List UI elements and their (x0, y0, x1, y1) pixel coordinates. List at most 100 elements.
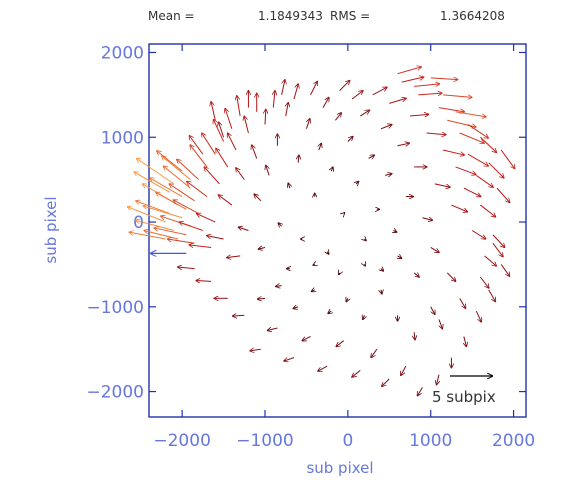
vector-arrow (178, 267, 195, 269)
vector-arrow (143, 206, 183, 219)
vector-arrow (237, 96, 241, 117)
vector-arrow (216, 148, 229, 168)
vector-arrow (364, 264, 365, 266)
vector-arrow (447, 119, 476, 127)
vector-arrow (467, 124, 488, 139)
vector-arrow (127, 207, 166, 223)
vector-arrow (288, 183, 290, 189)
vector-arrow (413, 273, 419, 277)
vector-arrow (372, 87, 387, 96)
vector-arrow (228, 133, 237, 151)
vector-arrow (157, 151, 183, 172)
vector-arrow (393, 231, 396, 233)
vector-arrow (430, 247, 440, 252)
vector-arrow (488, 289, 496, 302)
plot-frame (148, 43, 527, 418)
y-tick-label: 2000 (101, 43, 144, 63)
vector-arrow (218, 122, 225, 138)
vector-arrow (267, 328, 278, 331)
vector-arrow (459, 132, 485, 143)
vector-arrow (371, 348, 378, 358)
vector-arrow (409, 114, 429, 116)
vector-arrow (257, 298, 266, 299)
vector-arrow (430, 306, 435, 315)
vector-arrow (322, 97, 329, 108)
vector-arrow (368, 155, 375, 158)
vector-arrow (397, 143, 410, 146)
vector-arrow (344, 213, 345, 214)
y-tick-label: 1000 (101, 128, 144, 148)
vector-arrow (196, 281, 212, 282)
vector-arrow (281, 80, 285, 95)
vector-arrow (293, 307, 299, 309)
vector-arrow (467, 153, 488, 166)
vector-arrow (232, 315, 245, 316)
vector-arrow (401, 77, 424, 83)
vector-arrow (492, 242, 503, 257)
vector-arrow (177, 159, 200, 181)
vector-arrow (414, 84, 440, 87)
vector-arrow (265, 109, 266, 125)
vector-arrow (225, 108, 233, 129)
x-tick-label: 1000 (409, 431, 452, 451)
vector-arrow (207, 236, 224, 240)
vector-arrow (286, 102, 289, 117)
x-tick-label: −2000 (153, 431, 211, 451)
vector-arrow (335, 113, 341, 121)
mean-value: 1.1849343 (258, 9, 323, 23)
vector-arrow (496, 187, 510, 202)
vector-arrow (364, 239, 366, 241)
vector-arrow (328, 311, 331, 314)
vector-arrow (136, 220, 174, 231)
vector-arrow (389, 98, 406, 104)
vector-arrow (244, 116, 249, 134)
vector-arrow (480, 136, 496, 152)
vector-arrow (363, 315, 365, 319)
vector-arrow (276, 286, 282, 287)
vector-arrow (173, 200, 199, 214)
x-tick-label: 2000 (492, 431, 535, 451)
vector-arrow (434, 183, 450, 187)
vector-arrow (293, 84, 298, 100)
vector-arrow (488, 162, 504, 178)
vector-arrow (475, 310, 481, 322)
vector-arrow (397, 67, 422, 75)
vector-arrow (319, 143, 322, 151)
vector-arrow (211, 102, 216, 121)
vector-arrow (298, 155, 299, 163)
vector-arrow (417, 387, 423, 396)
vector-arrow (187, 181, 208, 197)
vector-arrow (446, 272, 456, 282)
vector-arrow (484, 255, 497, 266)
vector-arrow (167, 239, 195, 244)
vector-arrow (169, 184, 195, 202)
vector-arrow (346, 298, 348, 301)
vector-arrow (284, 357, 295, 361)
vector-arrow (418, 93, 442, 95)
x-tick-label: 0 (342, 431, 353, 451)
y-axis-label: sub pixel (42, 196, 60, 263)
vector-arrow (492, 234, 505, 248)
vector-arrow (331, 167, 333, 171)
vector-arrow (252, 145, 258, 159)
vector-arrow (311, 290, 314, 292)
vector-arrow (136, 158, 175, 185)
vector-arrow (455, 111, 487, 117)
vector-arrow (459, 298, 466, 308)
vector-arrow (254, 194, 262, 202)
y-tick-label: −1000 (86, 298, 144, 318)
vector-arrow (385, 174, 392, 176)
vector-arrow (381, 290, 382, 294)
vector-arrow (414, 332, 415, 340)
vector-arrow (463, 187, 481, 197)
vector-arrow (154, 228, 187, 236)
vector-arrow (471, 230, 486, 240)
vector-arrow (266, 165, 270, 176)
vector-arrow (302, 336, 311, 340)
vector-arrow (443, 94, 472, 98)
vector-arrow (310, 81, 318, 96)
vector-arrow (339, 80, 350, 91)
vector-arrow (218, 195, 233, 206)
vector-arrow (189, 136, 204, 155)
